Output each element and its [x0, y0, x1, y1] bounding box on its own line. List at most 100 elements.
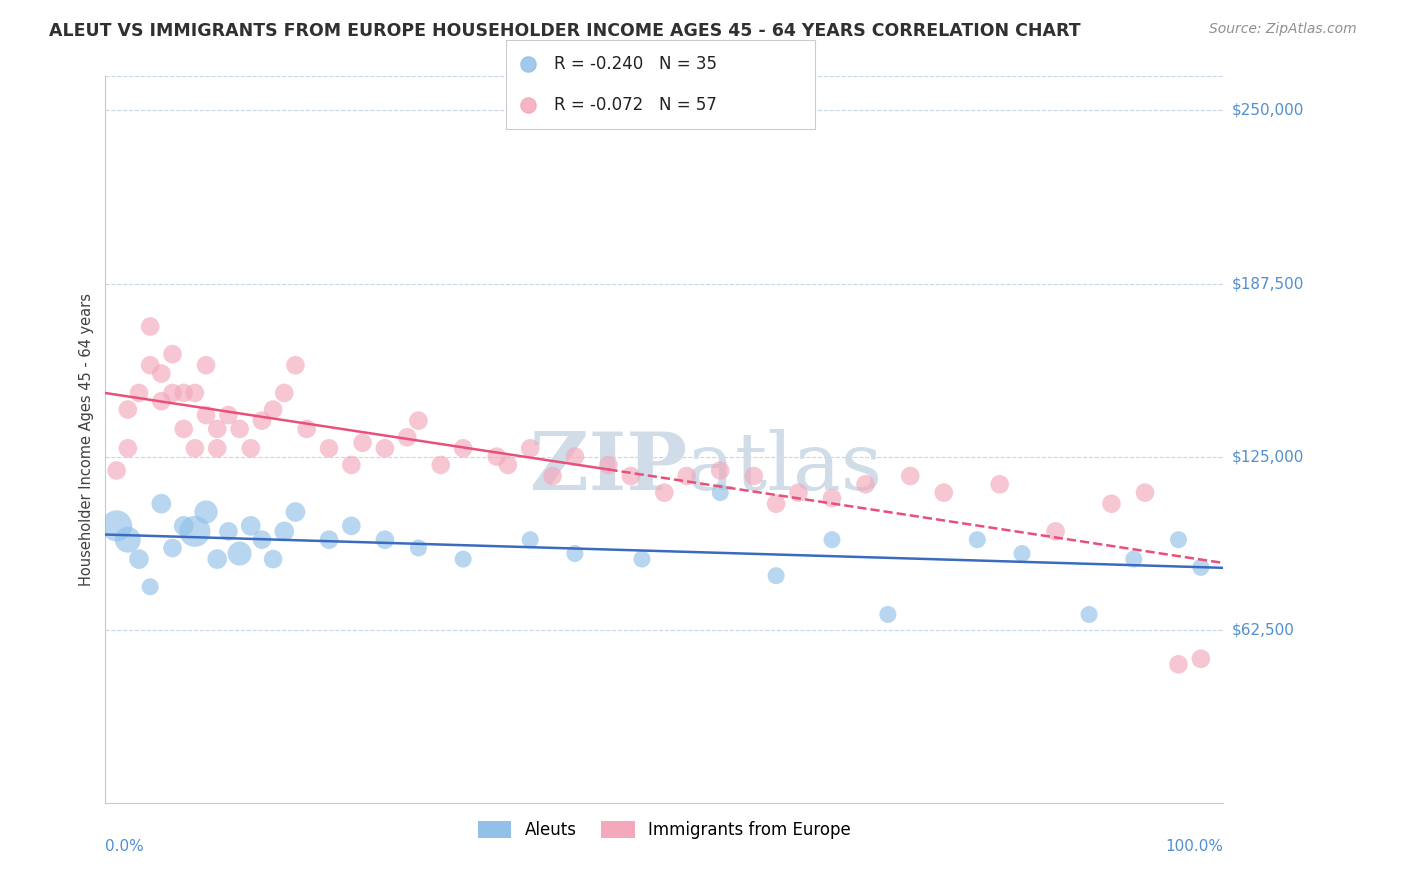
Point — [318, 442, 340, 456]
Point — [228, 547, 250, 561]
Point — [150, 367, 173, 381]
Point — [631, 552, 654, 566]
Point — [139, 319, 162, 334]
Point — [173, 385, 195, 400]
Point — [228, 422, 250, 436]
Point — [519, 442, 541, 456]
Point — [519, 533, 541, 547]
Point — [162, 541, 184, 555]
Point — [150, 497, 173, 511]
Point — [318, 533, 340, 547]
Point — [184, 442, 207, 456]
Point — [352, 435, 374, 450]
Legend: Aleuts, Immigrants from Europe: Aleuts, Immigrants from Europe — [471, 814, 858, 846]
Point — [195, 408, 218, 422]
Point — [898, 469, 921, 483]
Point — [162, 385, 184, 400]
Point — [821, 533, 844, 547]
Point — [340, 458, 363, 472]
Text: 100.0%: 100.0% — [1166, 839, 1223, 855]
Point — [150, 394, 173, 409]
Point — [262, 402, 284, 417]
Point — [620, 469, 643, 483]
Text: R = -0.072   N = 57: R = -0.072 N = 57 — [554, 96, 717, 114]
Point — [765, 568, 787, 582]
Point — [117, 533, 139, 547]
Point — [340, 519, 363, 533]
Point — [1122, 552, 1144, 566]
Point — [195, 358, 218, 372]
Point — [966, 533, 988, 547]
Point — [239, 519, 262, 533]
Point — [496, 458, 519, 472]
Point — [1045, 524, 1067, 539]
Point — [284, 505, 307, 519]
Point — [765, 497, 787, 511]
Point — [195, 505, 218, 519]
Point — [451, 552, 474, 566]
Point — [117, 442, 139, 456]
Text: $62,500: $62,500 — [1232, 623, 1295, 637]
Point — [139, 358, 162, 372]
Text: $187,500: $187,500 — [1232, 276, 1303, 291]
Text: Source: ZipAtlas.com: Source: ZipAtlas.com — [1209, 22, 1357, 37]
Point — [855, 477, 877, 491]
Point — [1099, 497, 1122, 511]
Text: $250,000: $250,000 — [1232, 103, 1303, 118]
Point — [821, 491, 844, 505]
Point — [430, 458, 453, 472]
Point — [451, 442, 474, 456]
Point — [184, 524, 207, 539]
Point — [184, 385, 207, 400]
Point — [1133, 485, 1156, 500]
Point — [709, 485, 731, 500]
Point — [564, 450, 586, 464]
Point — [250, 414, 273, 428]
Point — [273, 524, 295, 539]
Point — [675, 469, 697, 483]
Point — [250, 533, 273, 547]
Point — [1011, 547, 1033, 561]
Point — [173, 519, 195, 533]
Text: atlas: atlas — [686, 429, 882, 508]
Point — [105, 463, 128, 477]
Point — [742, 469, 765, 483]
Point — [205, 422, 228, 436]
Point — [205, 552, 228, 566]
Point — [598, 458, 620, 472]
Point — [374, 442, 396, 456]
Text: $125,000: $125,000 — [1232, 449, 1303, 464]
Point — [485, 450, 508, 464]
Point — [1189, 560, 1212, 574]
Point — [564, 547, 586, 561]
Text: 0.0%: 0.0% — [105, 839, 145, 855]
Point — [374, 533, 396, 547]
Point — [988, 477, 1011, 491]
Point — [787, 485, 810, 500]
Point — [162, 347, 184, 361]
Point — [284, 358, 307, 372]
Point — [1078, 607, 1101, 622]
Point — [877, 607, 900, 622]
Point — [1167, 533, 1189, 547]
Point — [1189, 652, 1212, 666]
Point — [396, 430, 419, 444]
Point — [295, 422, 318, 436]
Point — [541, 469, 564, 483]
Point — [408, 541, 430, 555]
Point — [408, 414, 430, 428]
Point — [262, 552, 284, 566]
Point — [652, 485, 676, 500]
Text: R = -0.240   N = 35: R = -0.240 N = 35 — [554, 55, 717, 73]
Point — [1167, 657, 1189, 672]
Text: ALEUT VS IMMIGRANTS FROM EUROPE HOUSEHOLDER INCOME AGES 45 - 64 YEARS CORRELATIO: ALEUT VS IMMIGRANTS FROM EUROPE HOUSEHOL… — [49, 22, 1081, 40]
Point — [217, 524, 239, 539]
Point — [239, 442, 262, 456]
Point — [273, 385, 295, 400]
Point — [709, 463, 731, 477]
Point — [139, 580, 162, 594]
Point — [217, 408, 239, 422]
Point — [932, 485, 955, 500]
Y-axis label: Householder Income Ages 45 - 64 years: Householder Income Ages 45 - 64 years — [79, 293, 94, 586]
Point — [128, 385, 150, 400]
